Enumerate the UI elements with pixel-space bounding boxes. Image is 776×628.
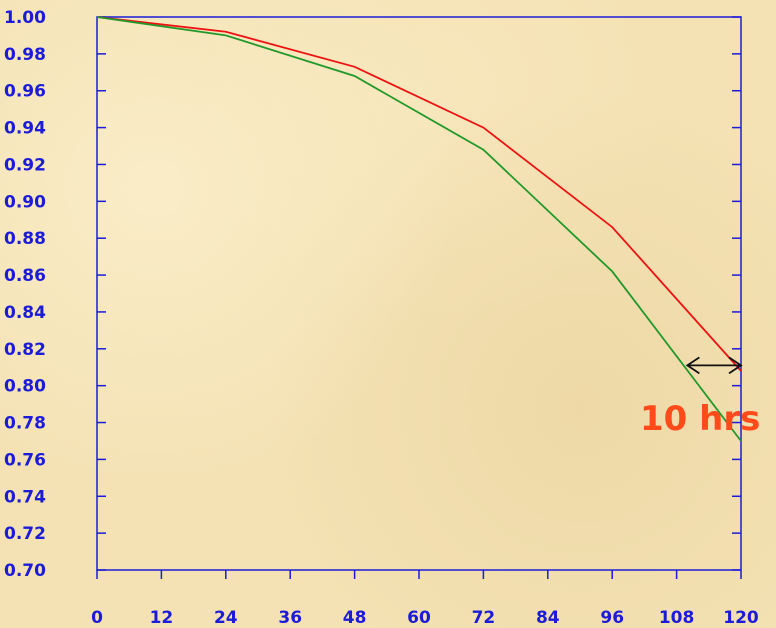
chart-axes	[96, 16, 742, 571]
annotation-label: 10 hrs	[640, 399, 760, 439]
y-tick-label: 0.80	[4, 377, 46, 397]
annotation-arrow-head-left	[685, 356, 700, 375]
chart-annotation: 10 hrs	[640, 356, 760, 439]
y-tick-label: 0.88	[4, 229, 46, 249]
y-tick-label: 1.00	[4, 8, 46, 28]
y-tick-label: 0.76	[4, 450, 46, 470]
series-line-1	[96, 16, 742, 372]
x-tick-label: 36	[278, 608, 302, 628]
y-tick-label: 0.96	[4, 82, 46, 102]
x-tick-label: 72	[472, 608, 496, 628]
series-line-2	[96, 16, 742, 442]
y-tick-label: 0.98	[4, 45, 46, 65]
y-tick-label: 0.94	[4, 119, 46, 139]
y-tick-label: 0.86	[4, 266, 46, 286]
x-tick-label: 96	[600, 608, 624, 628]
x-tick-label: 84	[536, 608, 560, 628]
x-axis-ticks: 0 12 24 36 48 60 72 84 96 108 120	[91, 570, 759, 628]
y-tick-label: 0.74	[4, 487, 46, 507]
x-tick-label: 12	[150, 608, 174, 628]
x-tick-label: 120	[723, 608, 759, 628]
y-tick-label: 0.72	[4, 524, 46, 544]
y-tick-label: 0.82	[4, 340, 46, 360]
x-tick-label: 60	[407, 608, 431, 628]
x-tick-label: 108	[659, 608, 695, 628]
x-tick-label: 0	[91, 608, 103, 628]
chart-series	[96, 16, 742, 442]
plot-frame	[96, 16, 742, 571]
x-tick-label: 48	[343, 608, 367, 628]
y-tick-label: 0.90	[4, 192, 46, 212]
y-tick-label: 0.78	[4, 414, 46, 434]
annotation-arrow-head-right	[728, 356, 743, 375]
y-tick-label: 0.70	[4, 561, 46, 581]
y-tick-label: 0.84	[4, 303, 46, 323]
x-tick-label: 24	[214, 608, 238, 628]
y-tick-label: 0.92	[4, 155, 46, 175]
y-axis-ticks: 0.70 0.72 0.74 0.76 0.78 0.80 0.82 0.84 0.86 0.88…	[4, 8, 741, 581]
